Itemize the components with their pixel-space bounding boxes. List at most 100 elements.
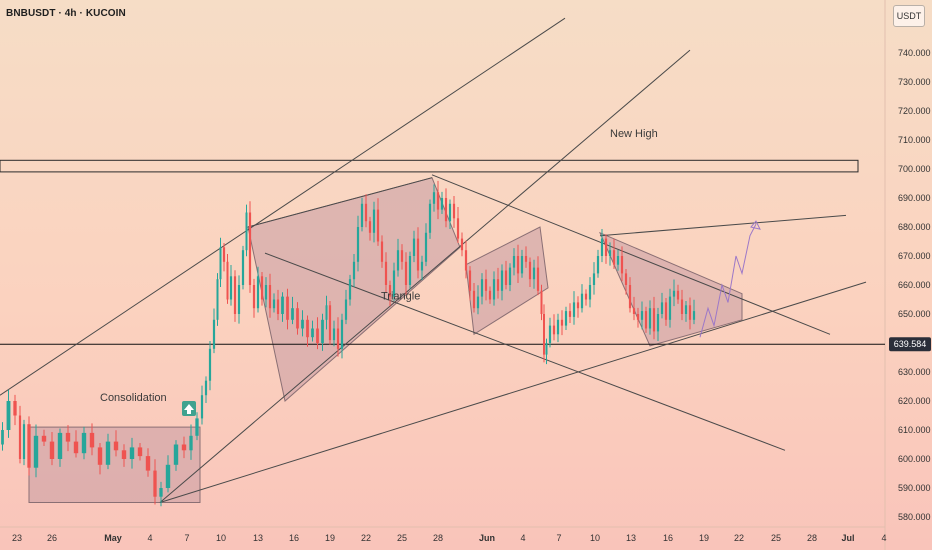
candle-body (560, 319, 564, 326)
candle-body (612, 250, 616, 265)
candle-body (543, 314, 545, 355)
y-tick-label: 630.000 (898, 367, 931, 377)
candle-body (241, 250, 245, 285)
x-tick-label: 23 (12, 533, 22, 543)
x-tick-label: 10 (590, 533, 600, 543)
candle-body (456, 218, 460, 239)
candle-body (632, 308, 636, 314)
x-tick-label: May (104, 533, 122, 543)
candle-body (344, 299, 348, 320)
candle-body (636, 314, 640, 320)
x-tick-label: 28 (433, 533, 443, 543)
candle-body (336, 328, 340, 349)
candle-body (105, 441, 111, 465)
current-price-badge (889, 337, 931, 352)
candle-body (229, 276, 233, 300)
candle-body (460, 238, 464, 251)
candle-body (556, 319, 560, 335)
currency-button[interactable]: USDT (893, 5, 925, 27)
candle-body (352, 261, 356, 280)
candle-body (672, 290, 676, 297)
y-tick-label: 580.000 (898, 512, 931, 522)
x-tick-label: 7 (184, 533, 189, 543)
candle-body (416, 238, 420, 271)
candle-body (181, 444, 187, 451)
y-tick-label: 620.000 (898, 396, 931, 406)
candle-body (476, 296, 480, 309)
trend-line (159, 281, 867, 503)
candle-body (97, 447, 103, 465)
candle-body (688, 305, 692, 320)
x-tick-label: 4 (520, 533, 525, 543)
candle-body (656, 314, 660, 332)
candle-body (520, 256, 524, 274)
x-tick-label: 16 (663, 533, 673, 543)
candle-body (137, 447, 143, 457)
candle-body (684, 305, 688, 314)
candle-body (676, 290, 680, 300)
y-tick-label: 720.000 (898, 106, 931, 116)
candle-body (376, 209, 380, 242)
candle-body (325, 305, 328, 320)
trend-line (599, 214, 847, 237)
candle-body (18, 415, 22, 459)
candle-body (404, 261, 408, 285)
consolidation-label: Consolidation (100, 392, 167, 404)
x-tick-label: 4 (881, 533, 886, 543)
y-tick-label: 600.000 (898, 454, 931, 464)
candle-body (159, 488, 163, 497)
candle-body (256, 276, 260, 309)
candle-body (620, 256, 624, 274)
candle-body (488, 290, 492, 300)
candle-body (545, 343, 548, 355)
candle-body (200, 395, 204, 419)
candle-body (360, 203, 364, 227)
candle-body (596, 256, 600, 274)
candle-body (252, 285, 256, 309)
x-tick-label: 4 (147, 533, 152, 543)
candle-body (652, 308, 656, 332)
candle-body (412, 238, 416, 256)
candle-body (528, 261, 532, 280)
x-tick-label: 10 (216, 533, 226, 543)
candle-body (584, 293, 588, 300)
candle-body (81, 432, 87, 454)
candle-body (640, 311, 644, 320)
candle-body (73, 441, 79, 454)
candle-body (145, 456, 151, 471)
candle-body (372, 209, 376, 233)
candle-body (572, 302, 576, 317)
candle-body (608, 250, 612, 256)
candle-body (680, 299, 684, 314)
y-tick-label: 680.000 (898, 222, 931, 232)
candle-body (436, 192, 440, 210)
candle-body (195, 418, 199, 436)
trend-line (431, 174, 831, 335)
candle-body (472, 290, 476, 309)
y-tick-label: 730.000 (898, 77, 931, 87)
candle-body (624, 273, 628, 285)
candle-body (129, 447, 135, 459)
candle-body (568, 311, 572, 317)
candle-body (245, 212, 248, 251)
candle-body (424, 232, 428, 262)
candle-body (440, 198, 444, 210)
candle-body (281, 296, 284, 314)
candle-body (504, 270, 508, 285)
candle-body (340, 319, 344, 349)
candle-body (208, 348, 212, 381)
trend-line (247, 177, 433, 228)
candle-body (432, 192, 436, 204)
candle-body (219, 247, 222, 280)
candle-body (364, 203, 368, 222)
x-tick-label: 28 (807, 533, 817, 543)
y-tick-label: 710.000 (898, 135, 931, 145)
candle-body (580, 293, 584, 309)
candle-body (286, 296, 289, 320)
candle-body (276, 299, 280, 314)
candle-body (628, 285, 632, 309)
current-price-text: 639.584 (894, 339, 927, 349)
triangle-label: Triangle (381, 291, 420, 303)
